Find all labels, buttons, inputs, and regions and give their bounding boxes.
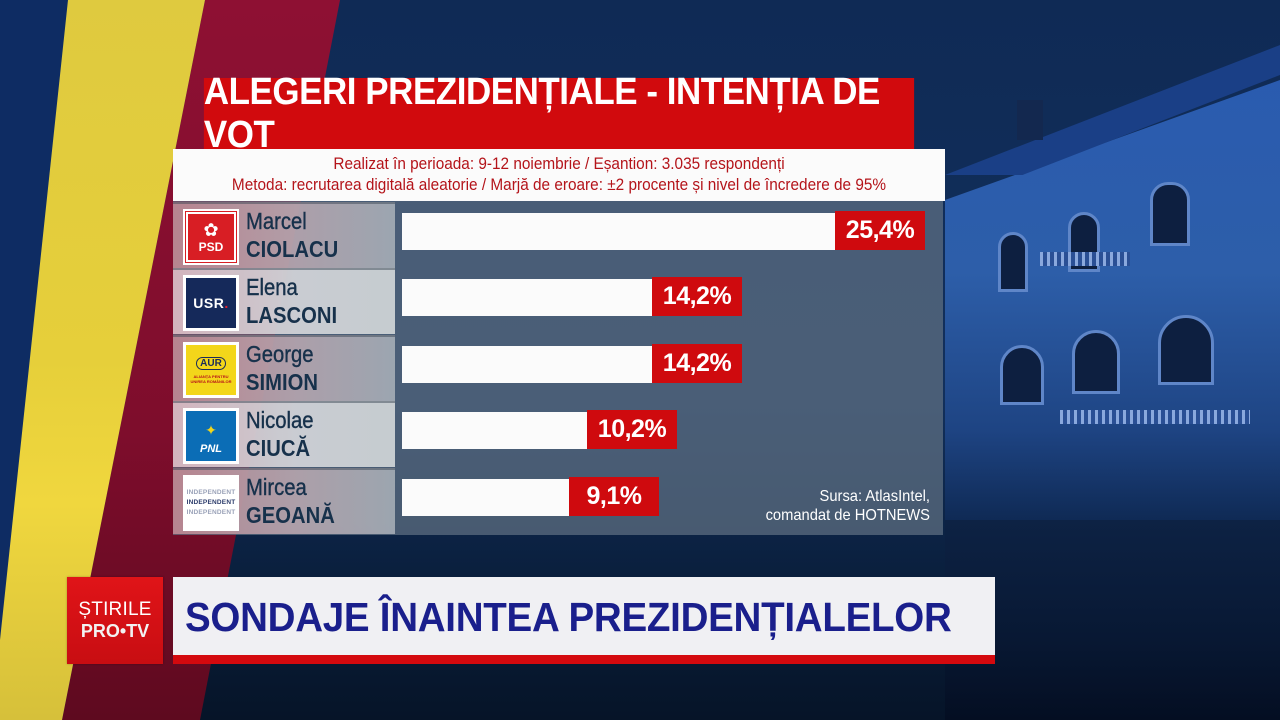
source-line-1: Sursa: AtlasIntel, [819,488,930,505]
vote-bar [402,479,569,516]
vote-bar [402,346,652,383]
party-logo-psd: ✿ PSD [183,209,239,265]
candidate-row: USR. Elena LASCONI 14,2% [173,268,943,334]
building-window [998,232,1028,292]
building-window [1000,345,1044,405]
candidate-label-cell: AUR ALIANȚA PENTRU UNIREA ROMÂNILOR Geor… [173,335,395,401]
candidate-row: ✿ PSD Marcel CIOLACU 25,4% [173,202,943,268]
candidate-row: AUR ALIANȚA PENTRU UNIREA ROMÂNILOR Geor… [173,335,943,401]
vote-value-label: 10,2% [587,410,677,449]
channel-logo-line-2: PRO•TV [80,620,150,641]
candidate-row: ✦ PNL Nicolae CIUCĂ 10,2% [173,401,943,467]
vote-value-label: 9,1% [569,477,659,516]
vote-bar [402,213,835,250]
psd-rose-icon: ✿ PSD [185,211,237,263]
candidate-label-cell: INDEPENDENT INDEPENDENT INDEPENDENT Mirc… [173,468,395,534]
building-window [1158,315,1214,385]
vote-value-label: 14,2% [652,344,742,383]
chart-source: Sursa: AtlasIntel, comandat de HOTNEWS [746,487,930,525]
vote-bar [402,412,587,449]
pnl-logo-icon: ✦ PNL [186,411,236,461]
background-ground [945,520,1280,720]
party-logo-aur: AUR ALIANȚA PENTRU UNIREA ROMÂNILOR [183,342,239,398]
headline-text: SONDAJE ÎNAINTEA PREZIDENȚIALELOR [185,594,952,640]
vote-value-label: 25,4% [835,211,925,250]
independent-logo-icon: INDEPENDENT INDEPENDENT INDEPENDENT [186,478,236,528]
candidate-name: George SIMION [246,341,318,395]
vote-value-label: 14,2% [652,277,742,316]
building-balustrade [1040,252,1130,266]
building-window [1150,182,1190,246]
channel-logo: ȘTIRILE PRO•TV [67,577,163,664]
party-logo-independent: INDEPENDENT INDEPENDENT INDEPENDENT [183,475,239,531]
candidate-label-cell: USR. Elena LASCONI [173,268,395,334]
building-window [1072,330,1120,394]
party-logo-usr: USR. [183,275,239,331]
candidate-label-cell: ✿ PSD Marcel CIOLACU [173,202,395,268]
candidate-row: INDEPENDENT INDEPENDENT INDEPENDENT Mirc… [173,468,943,534]
building-chimney [1017,100,1043,140]
subtitle-line-1: Realizat în perioada: 9-12 noiembrie / E… [333,155,785,173]
usr-logo-icon: USR. [186,278,236,328]
candidate-label-cell: ✦ PNL Nicolae CIUCĂ [173,401,395,467]
candidate-name: Nicolae CIUCĂ [246,407,314,461]
vote-bar [402,279,652,316]
chart-title: ALEGERI PREZIDENȚIALE - INTENȚIA DE VOT [203,71,915,156]
channel-logo-line-1: ȘTIRILE [78,598,152,620]
subtitle-line-2: Metoda: recrutarea digitală aleatorie / … [231,176,887,194]
building-balustrade [1060,410,1250,424]
party-logo-pnl: ✦ PNL [183,408,239,464]
candidate-name: Marcel CIOLACU [246,208,339,262]
chart-subtitle: Realizat în perioada: 9-12 noiembrie / E… [173,149,945,201]
source-line-2: comandat de HOTNEWS [765,507,930,524]
candidate-name: Mircea GEOANĂ [246,474,335,528]
aur-logo-icon: AUR ALIANȚA PENTRU UNIREA ROMÂNILOR [186,345,236,395]
headline-banner: SONDAJE ÎNAINTEA PREZIDENȚIALELOR [173,577,995,664]
candidate-name: Elena LASCONI [246,274,338,328]
